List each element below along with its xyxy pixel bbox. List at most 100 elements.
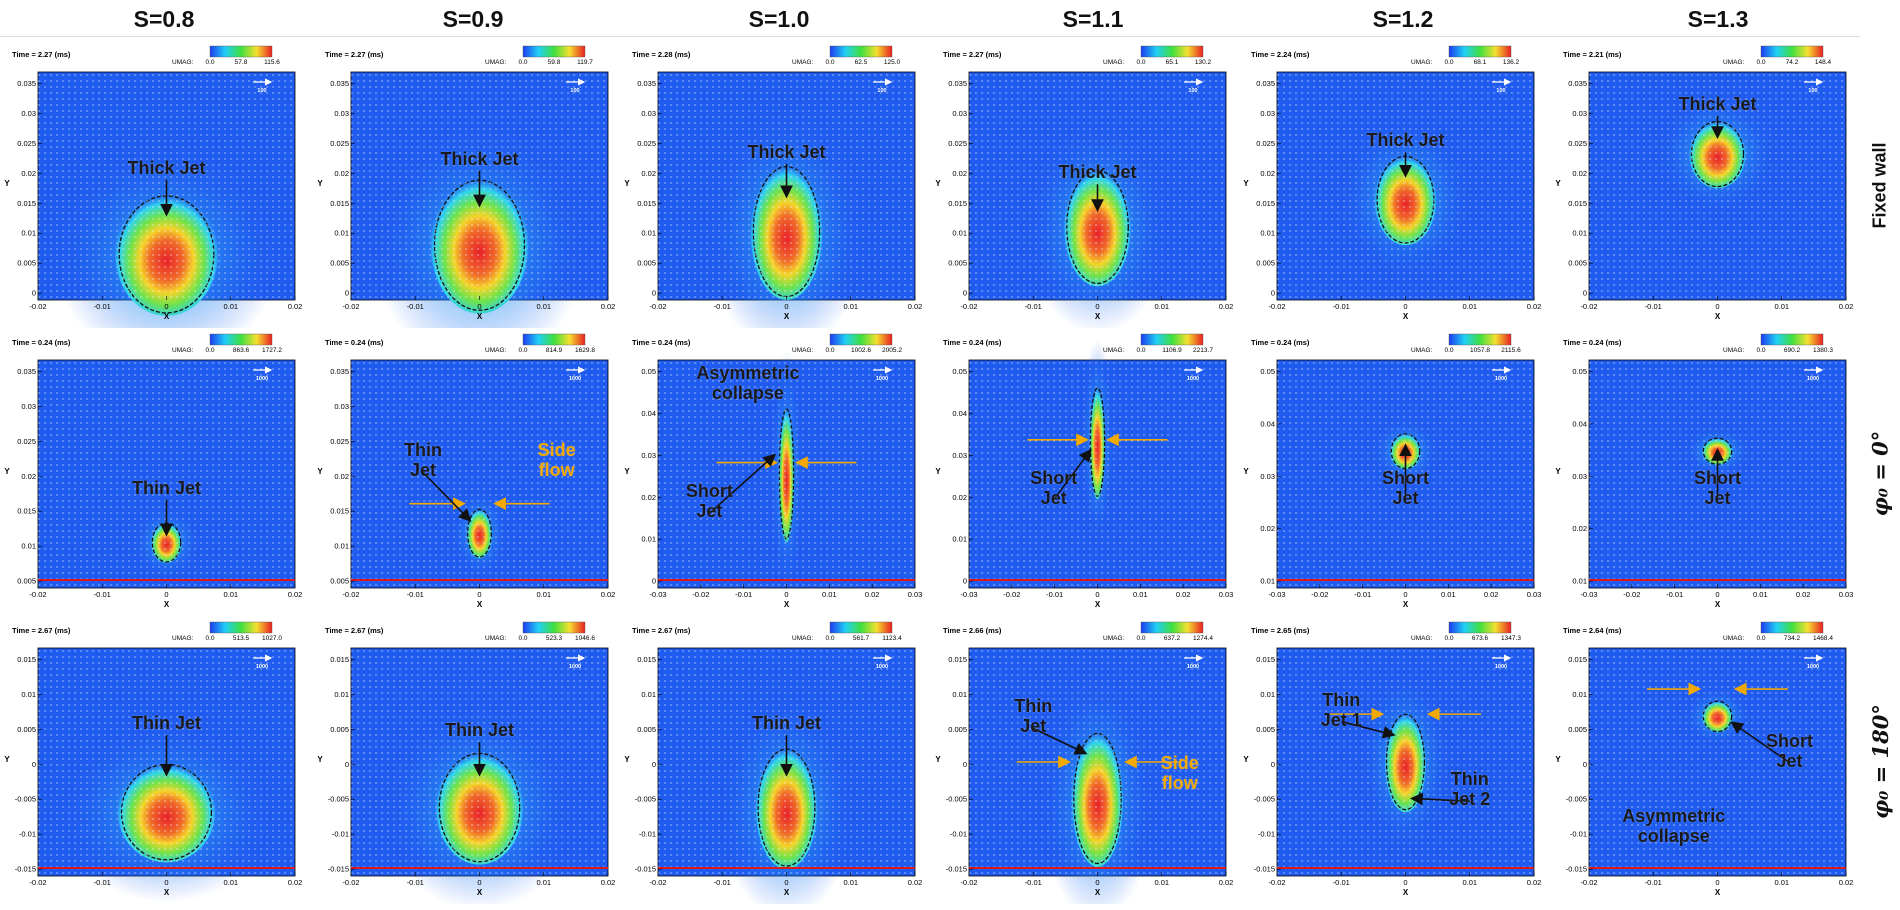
colorbar-tick-label: 119.7: [577, 59, 593, 66]
x-tick-label: 0.02: [1219, 878, 1234, 887]
x-tick-label: 0.01: [1154, 302, 1169, 311]
colorbar-tick-label: 637.2: [1163, 635, 1181, 642]
colorbar-tick-label: 0.0: [1756, 59, 1766, 66]
panel: 100 -0.02 -0.01 0 0.01 0.02 0 0.005 0.01 0.015 0.0…: [313, 42, 618, 328]
x-tick-label: -0.01: [94, 878, 111, 887]
x-tick-label: -0.02: [1311, 590, 1328, 599]
x-tick-label: -0.02: [1623, 590, 1640, 599]
x-tick-label: 0.01: [223, 302, 238, 311]
scale-label: 1000: [256, 376, 268, 382]
plot: 1000 -0.02 -0.01 0 0.01 0.02 -0.015 -0.01 -0.005…: [935, 621, 1234, 904]
y-tick-label: 0.005: [17, 259, 36, 268]
plot: 1000 -0.02 -0.01 0 0.01 0.02 -0.015 -0.01 -0.005…: [1555, 621, 1853, 897]
y-tick-label: 0.01: [952, 229, 967, 238]
panel: 1000 -0.02 -0.01 0 0.01 0.02 -0.015 -0.01 -0.005…: [620, 618, 925, 904]
y-tick-label: 0: [963, 289, 967, 298]
x-tick-label: -0.02: [692, 590, 709, 599]
x-axis-label: X: [164, 600, 170, 609]
y-tick-label: 0.05: [1260, 367, 1275, 376]
x-tick-label: 0: [1095, 302, 1099, 311]
y-tick-label: -0.005: [15, 795, 36, 804]
y-tick-label: 0.01: [1260, 577, 1275, 586]
x-axis-label: X: [477, 312, 483, 321]
y-tick-label: 0.005: [330, 577, 349, 586]
scale-label: 100: [257, 88, 266, 94]
x-tick-label: -0.01: [1354, 590, 1371, 599]
x-tick-label: -0.01: [407, 302, 424, 311]
colorbar-tick-label: 1057.8: [1470, 347, 1490, 354]
annotation: Short Jet: [1382, 467, 1429, 508]
colorbar-tick-label: 0.0: [205, 59, 215, 66]
panel: 100 -0.02 -0.01 0 0.01 0.02 0 0.005 0.01 0.015 0.0…: [620, 42, 925, 328]
x-tick-label: -0.02: [1268, 878, 1285, 887]
y-axis-label: Y: [1555, 467, 1561, 476]
scale-label: 100: [877, 88, 886, 94]
colorbar: [522, 621, 586, 634]
x-tick-label: -0.02: [342, 878, 359, 887]
y-tick-label: 0.035: [17, 79, 36, 88]
plot: 100 -0.02 -0.01 0 0.01 0.02 0 0.005 0.01 0.015 0.0…: [624, 45, 922, 328]
y-tick-label: 0: [652, 289, 656, 298]
x-tick-label: 0.01: [822, 590, 837, 599]
panel: 1000 -0.02 -0.01 0 0.01 0.02 -0.015 -0.01 -0.005…: [313, 618, 618, 904]
y-tick-label: 0: [32, 760, 36, 769]
plot: 100 -0.02 -0.01 0 0.01 0.02 0 0.005 0.01 0.015 0.0…: [317, 45, 615, 328]
y-tick-label: 0.01: [641, 690, 656, 699]
time-label: Time = 2.67 (ms): [325, 626, 384, 635]
y-tick-label: 0.02: [1572, 524, 1587, 533]
x-tick-label: -0.01: [94, 302, 111, 311]
y-tick-label: 0.03: [1260, 472, 1275, 481]
y-tick-label: 0.03: [952, 109, 967, 118]
row-label-text: Fixed wall: [1869, 141, 1890, 229]
plot: 1000 -0.02 -0.01 0 0.01 0.02 -0.015 -0.01 -0.005…: [317, 621, 615, 904]
x-tick-label: 0.01: [536, 590, 551, 599]
annotation: Short Jet: [1694, 467, 1741, 508]
y-tick-label: 0.025: [17, 437, 36, 446]
x-tick-label: 0.02: [601, 590, 616, 599]
x-tick-label: -0.01: [714, 302, 731, 311]
x-tick-label: 0: [1715, 590, 1719, 599]
x-tick-label: 0: [1403, 590, 1407, 599]
plot: 100 -0.02 -0.01 0 0.01 0.02 0 0.005 0.01 0.015 0.0…: [4, 45, 302, 328]
y-tick-label: 0.035: [948, 79, 967, 88]
colorbar-title: UMAG:: [1411, 59, 1433, 66]
x-tick-label: -0.02: [29, 302, 46, 311]
y-tick-label: 0.01: [21, 542, 36, 551]
x-axis-label: X: [1715, 600, 1721, 609]
colorbar-title: UMAG:: [1411, 635, 1433, 642]
colorbar-tick-label: 1347.3: [1501, 635, 1521, 642]
plot: 1000 -0.02 -0.01 0 0.01 0.02 0.005 0.01 0.015 0.0…: [317, 333, 616, 609]
colorbar-tick-label: 0.0: [1756, 635, 1766, 642]
y-tick-label: -0.015: [15, 865, 36, 874]
time-label: Time = 2.27 (ms): [943, 50, 1002, 59]
panel: 1000 -0.02 -0.01 0 0.01 0.02 -0.015 -0.01 -0.005…: [0, 618, 305, 904]
velocity-vectors: [1277, 648, 1534, 876]
y-tick-label: 0.015: [1568, 199, 1587, 208]
x-tick-label: 0.02: [288, 878, 303, 887]
x-axis-label: X: [1095, 888, 1101, 897]
x-tick-label: -0.01: [1025, 878, 1042, 887]
annotation: Short Jet: [1765, 730, 1813, 771]
y-tick-label: -0.015: [946, 865, 967, 874]
x-tick-label: 0: [784, 590, 788, 599]
y-tick-label: 0.02: [1260, 169, 1275, 178]
scale-label: 1000: [876, 664, 888, 670]
x-tick-label: 0: [477, 302, 481, 311]
colorbar-tick-label: 62.5: [854, 59, 868, 66]
scale-label: 1000: [569, 376, 581, 382]
y-tick-label: -0.015: [635, 865, 656, 874]
x-tick-label: 0.01: [536, 302, 551, 311]
x-axis-label: X: [1715, 312, 1721, 321]
colorbar-tick-label: 0.0: [205, 635, 215, 642]
colorbar: [522, 333, 586, 346]
colorbar-tick-label: 0.0: [1444, 635, 1454, 642]
colorbar-tick-label: 1727.2: [262, 347, 282, 354]
x-axis-label: X: [784, 312, 790, 321]
scale-label: 1000: [876, 376, 888, 382]
colorbar-tick-label: 1629.8: [575, 347, 595, 354]
panel: 100 -0.02 -0.01 0 0.01 0.02 0 0.005 0.01 0.015 0.0…: [1551, 42, 1856, 328]
annotation: Thick Jet: [747, 141, 826, 162]
y-tick-label: -0.005: [946, 795, 967, 804]
velocity-vectors: [1589, 72, 1846, 300]
